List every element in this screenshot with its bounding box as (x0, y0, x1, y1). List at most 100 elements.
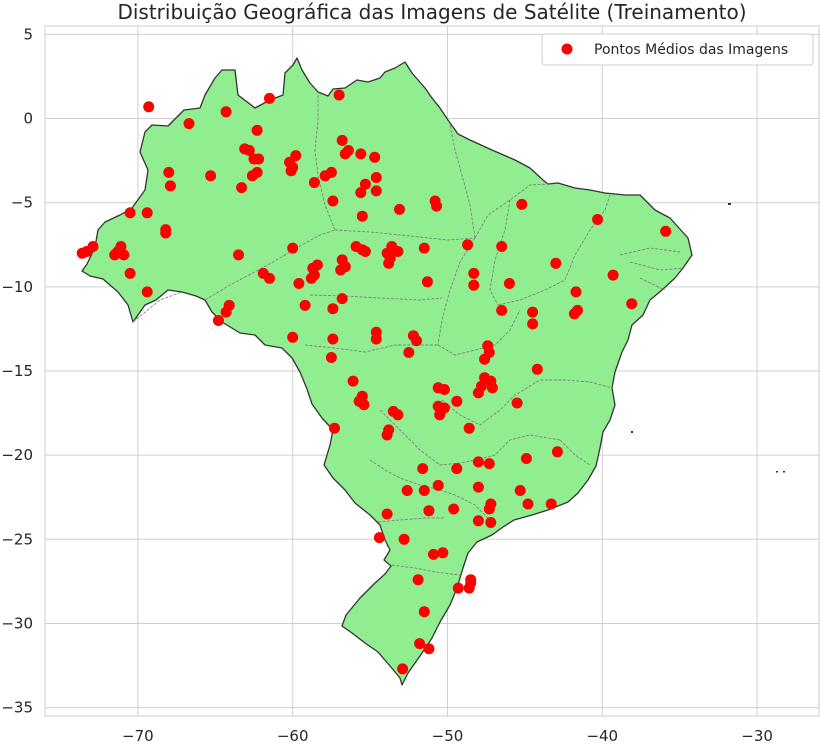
data-point (403, 347, 415, 358)
data-point (264, 92, 275, 104)
data-point (463, 422, 475, 434)
x-tick-label: −60 (277, 727, 309, 745)
data-point (251, 124, 263, 136)
data-point (448, 503, 460, 515)
data-point (325, 166, 337, 178)
data-point (141, 286, 153, 298)
data-point (299, 299, 311, 311)
legend-box (541, 33, 814, 66)
data-point (496, 241, 508, 252)
data-point (335, 264, 347, 276)
data-point (287, 242, 299, 254)
data-point (336, 293, 348, 305)
data-point (451, 463, 463, 475)
data-point (592, 214, 604, 225)
data-point (109, 249, 121, 261)
data-point (398, 533, 410, 545)
data-point (236, 182, 248, 194)
data-point (660, 225, 672, 237)
data-point (465, 574, 477, 586)
data-point (370, 333, 382, 345)
data-point (251, 166, 263, 178)
data-point (370, 172, 382, 183)
data-point (285, 165, 297, 177)
data-point (381, 429, 393, 441)
data-point (392, 409, 404, 421)
data-point (452, 582, 464, 594)
data-point (336, 134, 348, 146)
x-tick-label: −50 (432, 727, 464, 745)
data-point (503, 278, 515, 289)
x-axis: −70 −60 −50 −40 −30 (122, 727, 773, 745)
data-point (486, 382, 498, 394)
data-point (347, 375, 359, 387)
data-point (163, 166, 175, 178)
data-point (183, 118, 195, 130)
data-point (418, 485, 430, 496)
data-point (160, 227, 172, 239)
data-point (479, 353, 491, 365)
y-tick-label: −35 (1, 699, 33, 717)
data-point (233, 249, 244, 261)
data-point (370, 185, 382, 197)
data-point (451, 395, 463, 407)
data-point (253, 153, 265, 165)
data-point (514, 485, 526, 496)
data-point (423, 643, 435, 655)
x-tick-label: −30 (741, 727, 773, 745)
x-tick-label: −70 (122, 727, 154, 745)
data-point (124, 207, 136, 219)
data-point (438, 384, 450, 395)
y-tick-label: −30 (1, 614, 33, 632)
data-point (327, 195, 339, 207)
data-point (397, 663, 409, 675)
data-point (437, 547, 449, 559)
data-point (290, 150, 302, 162)
data-point (329, 422, 340, 434)
data-point (392, 246, 404, 257)
data-point (355, 187, 367, 199)
data-point (472, 515, 484, 527)
data-point (264, 272, 275, 284)
data-point (118, 249, 130, 261)
y-tick-label: −15 (1, 362, 33, 380)
data-point (124, 267, 136, 279)
data-point (520, 453, 532, 464)
data-point (369, 151, 381, 163)
data-point (570, 286, 582, 298)
data-point (468, 267, 480, 279)
image-points (76, 89, 672, 675)
data-point (483, 503, 495, 515)
data-point (143, 101, 155, 113)
x-tick-label: −40 (586, 727, 618, 745)
data-point (472, 481, 484, 493)
data-point (359, 246, 371, 257)
data-point (432, 479, 444, 491)
data-point (115, 241, 127, 252)
data-point (472, 456, 484, 468)
data-point (496, 304, 508, 316)
data-point (472, 387, 484, 399)
data-point (550, 257, 562, 269)
data-point (423, 505, 435, 517)
y-tick-label: 5 (23, 25, 33, 43)
data-point (243, 145, 255, 156)
data-point (220, 106, 232, 118)
legend: Pontos Médios das Imagens (541, 33, 814, 66)
y-tick-label: 0 (23, 110, 33, 128)
y-tick-label: −25 (1, 530, 33, 548)
data-point (293, 278, 305, 289)
data-point (421, 276, 433, 288)
data-point (394, 203, 405, 215)
data-point (434, 409, 446, 421)
y-tick-label: −10 (1, 278, 33, 296)
data-point (358, 399, 370, 411)
y-tick-label: −5 (11, 194, 33, 212)
data-point (431, 200, 443, 212)
data-point (428, 548, 439, 560)
y-axis: 5 0 −5 −10 −15 −20 −25 −30 −35 (1, 25, 33, 716)
data-point (308, 177, 320, 188)
data-point (220, 306, 232, 318)
